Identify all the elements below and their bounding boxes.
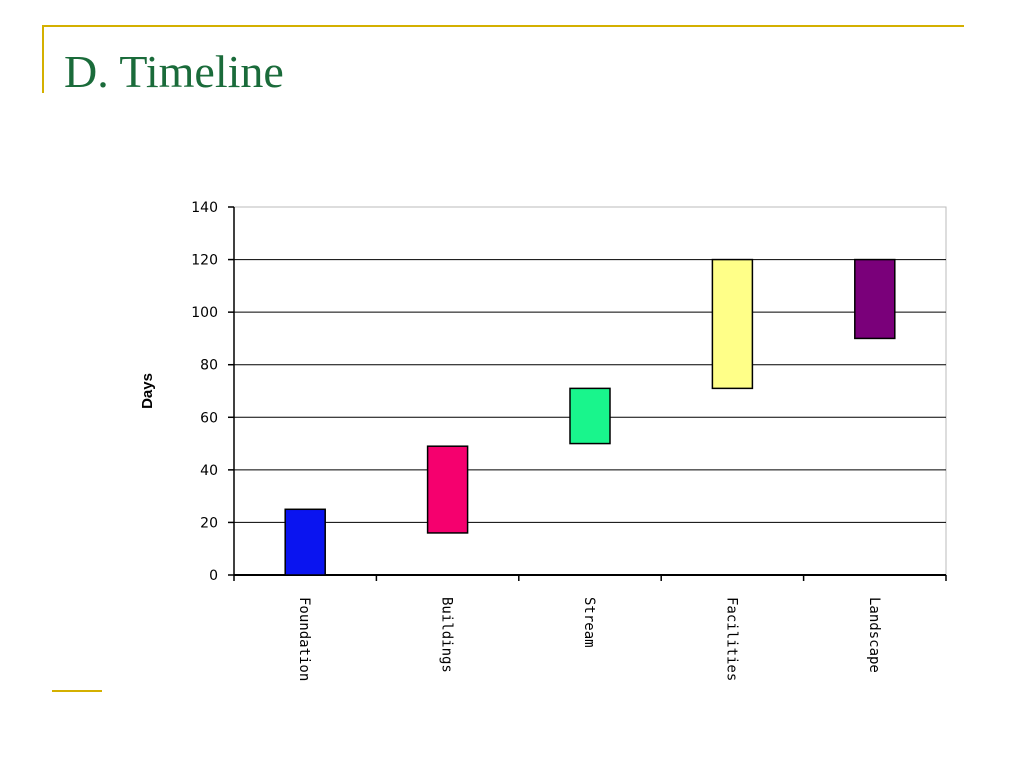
y-tick-label: 40 [200,463,218,479]
y-tick-label: 80 [200,358,218,374]
y-tick-label: 20 [200,515,218,531]
y-tick-label: 100 [191,305,218,321]
x-tick-label: Buildings [439,597,455,673]
y-tick-label: 120 [191,253,218,269]
y-tick-label: 0 [209,568,218,584]
x-tick-label: Foundation [296,597,312,681]
title-accent-bar [42,25,44,93]
y-tick-label: 60 [200,410,218,426]
footer-accent-line [52,690,102,692]
y-axis-label: Days [139,373,156,409]
title-accent-line [42,25,964,27]
y-tick-label: 140 [191,200,218,216]
slide-title: D. Timeline [64,46,284,97]
x-tick-label: Stream [581,597,597,648]
bar-buildings [426,445,469,534]
bar-facilities [711,258,754,390]
bar-landscape [854,258,896,340]
x-tick-label: Facilities [723,597,739,681]
bar-foundation [284,508,326,576]
x-tick-label: Landscape [866,597,882,673]
bar-stream [569,387,611,445]
